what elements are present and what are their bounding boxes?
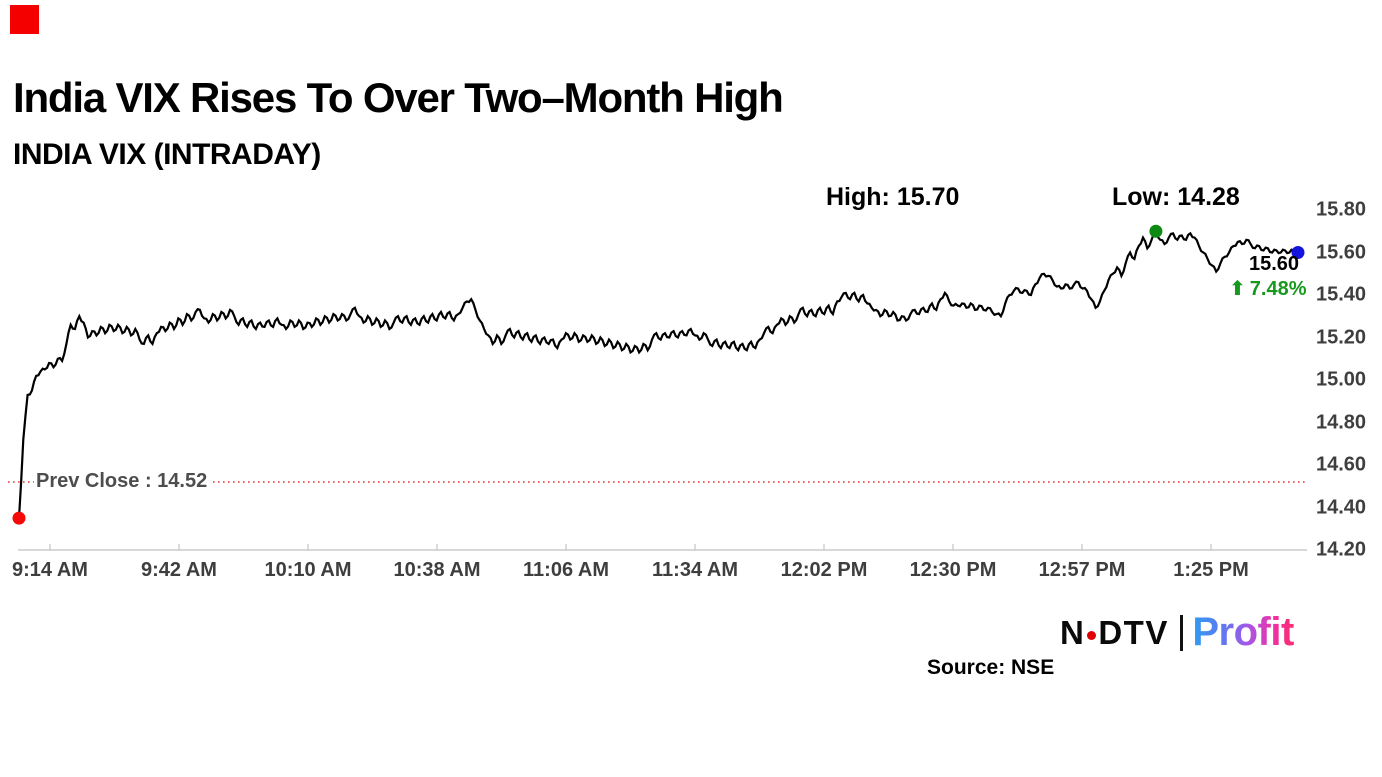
high-value-label: High: 15.70 [826,183,960,211]
y-axis-tick-label: 15.20 [1316,326,1367,348]
x-axis-tick-label: 11:34 AM [652,559,738,581]
ndtv-profit-logo: N DTV Profit [1060,610,1294,655]
x-axis-tick-label: 11:06 AM [523,559,609,581]
last-price-label: 15.60 [1249,253,1300,275]
change-percent-value: 7.48% [1249,278,1307,300]
ndtv-logo-text: N DTV [1060,613,1169,651]
red-corner-badge [10,5,39,34]
y-axis-tick-label: 15.60 [1316,241,1367,263]
source-attribution: Source: NSE [927,656,1055,679]
x-axis-tick-label: 10:38 AM [393,559,481,581]
ndtv-logo-red-dot-icon [1087,631,1097,640]
profit-logo-text: Profit [1192,610,1294,654]
x-axis-tick-label: 9:42 AM [141,559,217,581]
y-axis-tick-label: 15.80 [1316,198,1367,221]
up-arrow-icon: ⬆ [1229,278,1246,300]
x-axis-tick-label: 1:25 PM [1173,559,1249,581]
change-percent-label: ⬆ 7.48% [1229,276,1306,301]
x-axis-tick-label: 9:14 AM [12,559,88,581]
y-axis-tick-label: 14.80 [1316,411,1367,433]
y-axis-tick-label: 15.40 [1316,283,1367,306]
x-axis-tick-label: 12:02 PM [780,559,868,581]
y-axis-tick-label: 14.60 [1316,453,1367,476]
x-axis-tick-label: 10:10 AM [264,559,352,581]
logo-separator [1179,614,1184,651]
page-title: India VIX Rises To Over Two–Month High [13,74,784,121]
x-axis-tick-label: 12:57 PM [1038,559,1126,581]
x-axis-tick-label: 12:30 PM [909,559,997,581]
low-value-label: Low: 14.28 [1112,183,1240,211]
y-axis-tick-label: 14.20 [1316,538,1367,561]
y-axis-tick-label: 15.00 [1316,368,1367,391]
y-axis-tick-label: 14.40 [1316,496,1367,518]
prev-close-label: Prev Close : 14.52 [34,470,214,493]
chart-subtitle: INDIA VIX (INTRADAY) [13,138,321,171]
